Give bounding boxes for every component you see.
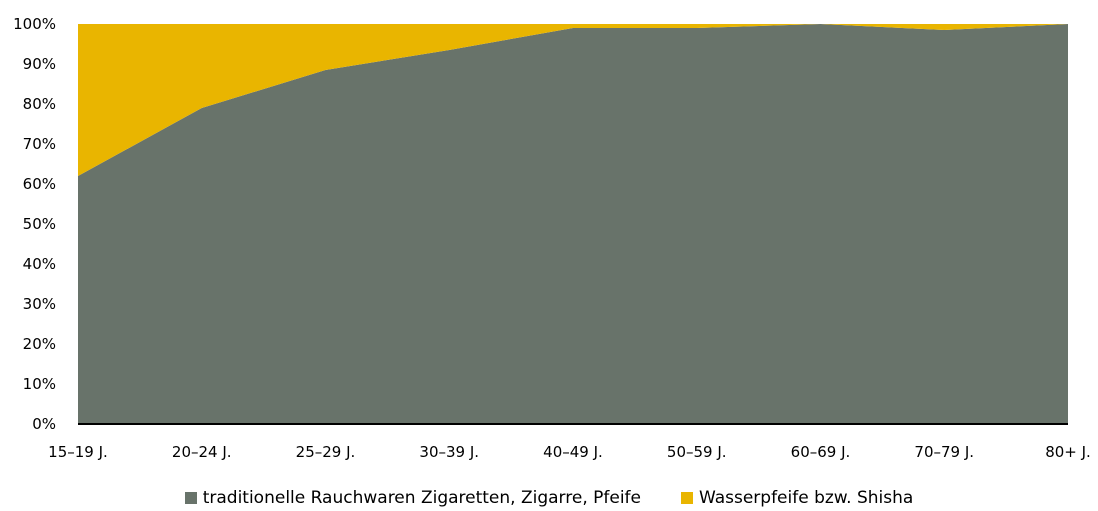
x-tick-label: 30–39 J. bbox=[419, 443, 479, 461]
x-tick-label: 50–59 J. bbox=[667, 443, 727, 461]
y-tick-label: 100% bbox=[13, 15, 56, 33]
x-tick-label: 20–24 J. bbox=[172, 443, 232, 461]
y-tick-label: 60% bbox=[23, 175, 56, 193]
y-tick-label: 0% bbox=[32, 415, 56, 433]
legend-swatch-shisha bbox=[680, 492, 693, 504]
area-series-1 bbox=[78, 24, 1068, 176]
legend-label-traditional: traditionelle Rauchwaren Zigaretten, Zig… bbox=[202, 488, 641, 508]
y-tick-label: 10% bbox=[23, 375, 56, 393]
y-tick-label: 40% bbox=[23, 255, 56, 273]
y-tick-label: 70% bbox=[23, 135, 56, 153]
y-tick-label: 90% bbox=[23, 55, 56, 73]
legend-item-traditional: traditionelle Rauchwaren Zigaretten, Zig… bbox=[184, 488, 641, 508]
legend-swatch-traditional bbox=[184, 492, 197, 504]
x-tick-label: 25–29 J. bbox=[296, 443, 356, 461]
y-tick-label: 50% bbox=[23, 215, 56, 233]
x-tick-label: 70–79 J. bbox=[914, 443, 974, 461]
y-tick-label: 80% bbox=[23, 95, 56, 113]
legend-item-shisha: Wasserpfeife bzw. Shisha bbox=[680, 488, 914, 508]
legend: traditionelle Rauchwaren Zigaretten, Zig… bbox=[0, 488, 1098, 508]
area-series-0 bbox=[78, 24, 1068, 424]
x-tick-label: 15–19 J. bbox=[48, 443, 108, 461]
x-tick-label: 60–69 J. bbox=[791, 443, 851, 461]
x-tick-label: 80+ J. bbox=[1045, 443, 1091, 461]
x-tick-label: 40–49 J. bbox=[543, 443, 603, 461]
y-tick-label: 20% bbox=[23, 335, 56, 353]
legend-label-shisha: Wasserpfeife bzw. Shisha bbox=[698, 488, 914, 508]
y-tick-label: 30% bbox=[23, 295, 56, 313]
stacked-area-chart: 0% 10% 20% 30% 40% 50% 60% 70% 80% 90% 100% 15–19 J… bbox=[13, 15, 1091, 461]
